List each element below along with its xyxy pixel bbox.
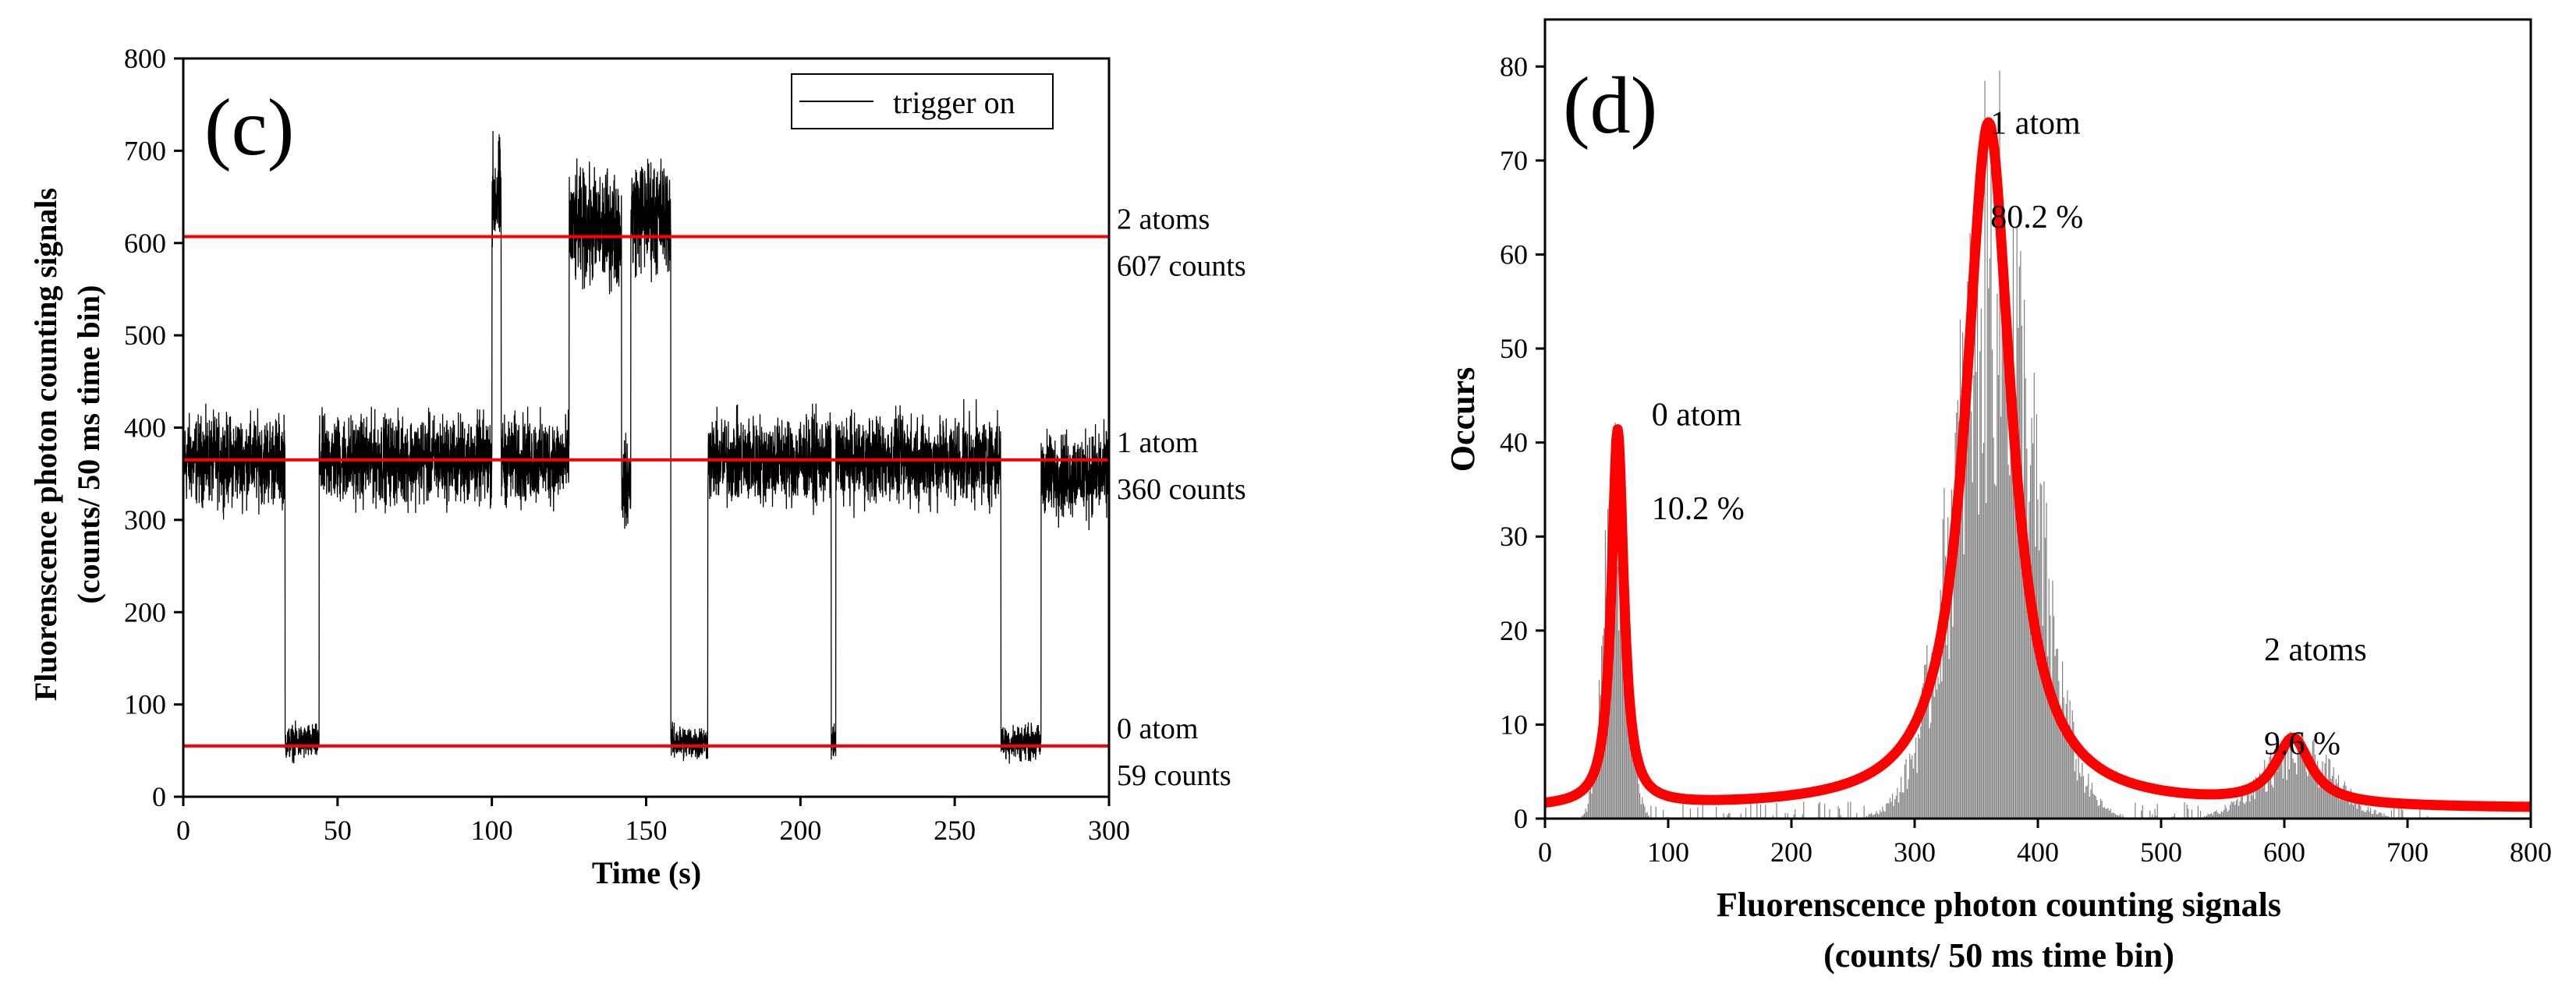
peak-label: 0 atom [1652,397,1742,433]
x-tick-label-c: 100 [471,815,513,846]
peak-label: 2 atoms [2264,632,2367,668]
peak-percent: 9.6 % [2264,727,2340,762]
peak-percent: 80.2 % [1990,200,2083,235]
x-tick-label-c: 300 [1088,815,1130,846]
peak-percent: 10.2 % [1652,491,1745,527]
panel-label-c: (c) [204,83,294,172]
y-tick-label-c: 500 [124,320,166,351]
y-tick-label-d: 20 [1500,615,1528,646]
x-tick-label-d: 200 [1770,837,1812,868]
histogram-bars [1581,70,2428,819]
y-tick-label-d: 60 [1500,239,1528,270]
reference-count: 360 counts [1117,473,1246,506]
y-tick-label-c: 600 [124,228,166,259]
x-tick-label-c: 250 [934,815,976,846]
y-tick-label-d: 80 [1500,51,1528,82]
y-tick-label-d: 10 [1500,709,1528,740]
y-tick-label-c: 700 [124,135,166,166]
x-tick-label-d: 500 [2140,837,2182,868]
y-tick-label-d: 0 [1514,803,1528,834]
y-tick-label-c: 400 [124,412,166,444]
y-tick-label-c: 100 [124,689,166,720]
y-tick-label-c: 800 [124,43,166,74]
x-tick-label-c: 150 [625,815,668,846]
x-tick-label-d: 700 [2386,837,2429,868]
panel-d: 0 100 200 300 400 500 600 700 800 0 10 20 30 40 50 60 7… [1444,18,2552,975]
y-tick-label-d: 30 [1500,521,1528,552]
y-axis-label-d: Occurs [1444,367,1482,472]
panel-c: 0 50 100 150 200 250 300 0 100 200 300 400 500 600 70… [28,43,1246,890]
y-tick-label-c: 300 [124,504,166,536]
x-ticks-d: 0 100 200 300 400 500 600 700 800 [1538,819,2552,868]
y-axis-label-c-line2: (counts/ 50 ms time bin) [71,285,106,604]
y-tick-label-d: 70 [1500,145,1528,176]
x-tick-label-d: 400 [2017,837,2059,868]
x-tick-label-c: 0 [176,815,190,846]
peak-annotations: 0 atom 10.2 % 1 atom 80.2 % 2 atoms 9.6 % [1652,106,2367,762]
x-axis-label-d-line1: Fluorenscence photon counting signals [1717,886,2281,924]
fit-curve [1541,117,2535,812]
y-ticks-d: 0 10 20 30 40 50 60 70 80 [1500,51,1545,834]
reference-label: 0 atom [1117,713,1198,745]
x-tick-label-d: 300 [1894,837,1936,868]
x-tick-label-d: 0 [1538,837,1552,868]
reference-label: 1 atom [1117,426,1198,459]
trace-line [182,130,1110,764]
reference-labels: 2 atoms 607 counts 1 atom 360 counts 0 atom 5… [1117,203,1246,791]
x-tick-label-d: 100 [1647,837,1689,868]
x-axis-label-d-line2: (counts/ 50 ms time bin) [1823,936,2174,975]
x-axis-label-c: Time (s) [592,855,701,890]
panel-label-d: (d) [1563,61,1657,150]
legend-label: trigger on [893,85,1015,120]
x-tick-label-d: 800 [2510,837,2552,868]
reference-label: 2 atoms [1117,203,1210,235]
reference-lines [183,235,1109,748]
y-tick-label-c: 200 [124,596,166,628]
y-tick-label-d: 50 [1500,333,1528,364]
peak-label: 1 atom [1990,106,2081,142]
x-tick-label-d: 600 [2263,837,2305,868]
x-tick-label-c: 200 [779,815,821,846]
trace-series [182,130,1110,764]
x-ticks-c: 0 50 100 150 200 250 300 [176,797,1130,846]
y-tick-label-c: 0 [152,781,166,812]
y-tick-label-d: 40 [1500,427,1528,458]
x-tick-label-c: 50 [324,815,352,846]
reference-count: 607 counts [1117,249,1246,282]
reference-count: 59 counts [1117,759,1231,792]
y-axis-label-c-line1: Fluorenscence photon counting signals [28,188,63,701]
y-ticks-c: 0 100 200 300 400 500 600 700 800 [124,43,183,812]
